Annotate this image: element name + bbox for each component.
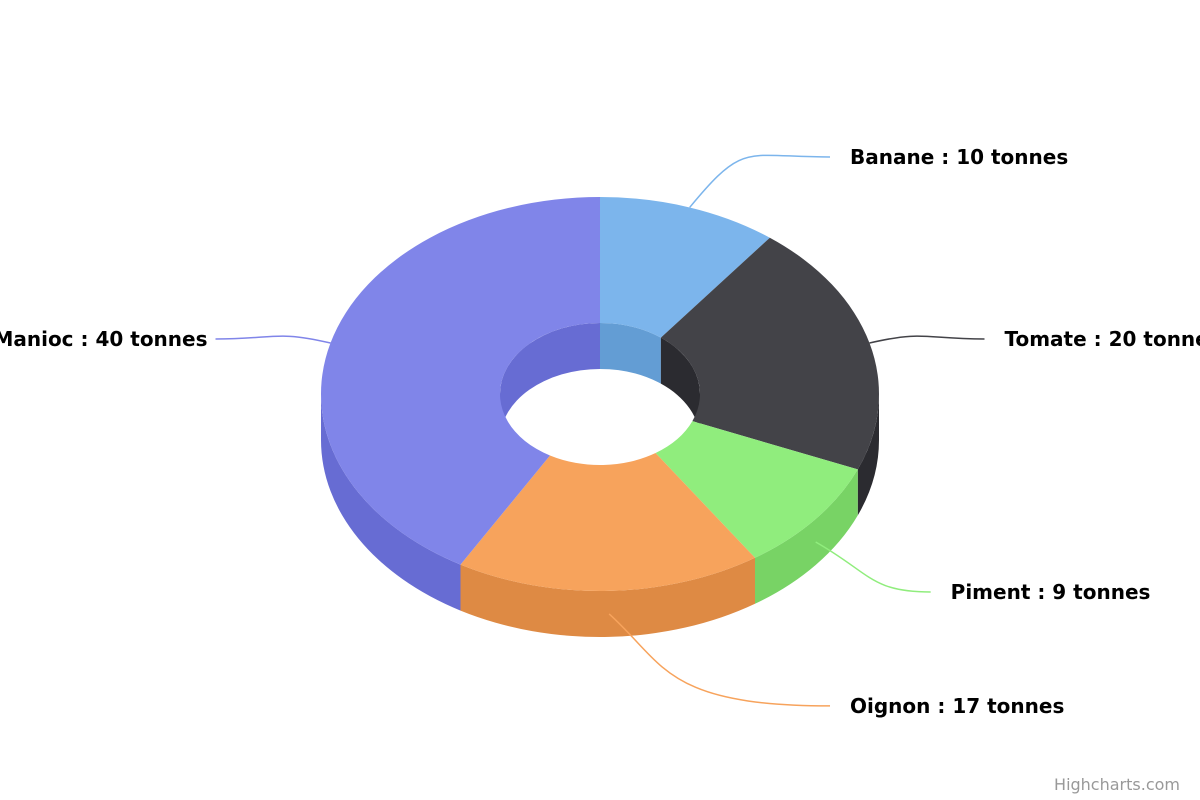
inner-walls [500,323,700,440]
slice-oignon[interactable] [460,453,756,592]
slice-inner-wall-banane [600,323,661,384]
connector-manioc [215,335,331,344]
data-label-tomate: Tomate : 20 tonnes [1004,327,1200,351]
slice-side-tomate [857,394,879,516]
connector-banane [689,154,831,208]
connector-piment [815,541,931,593]
slice-tops [320,197,879,592]
slice-piment[interactable] [655,421,858,558]
data-label-banane: Banane : 10 tonnes [850,145,1068,169]
data-label-manioc: Manioc : 40 tonnes [0,327,208,351]
data-label-piment: Piment : 9 tonnes [951,580,1151,604]
slice-inner-wall-tomate [660,337,700,440]
slice-side-manioc [321,394,461,611]
data-label-oignon: Oignon : 17 tonnes [850,694,1064,718]
data-labels: Banane : 10 tonnes Tomate : 20 tonnes Pime… [0,145,1200,718]
slice-side-oignon [460,557,755,638]
slice-sides [321,394,879,638]
slice-manioc[interactable] [320,197,600,565]
slice-inner-wall-manioc [500,323,600,440]
connector-oignon [608,613,831,707]
slice-tomate[interactable] [660,237,879,470]
connector-tomate [869,335,985,344]
credits-text[interactable]: Highcharts.com [1054,775,1180,794]
slice-banane[interactable] [600,197,770,338]
slice-side-piment [755,469,858,604]
label-connectors [215,154,985,707]
